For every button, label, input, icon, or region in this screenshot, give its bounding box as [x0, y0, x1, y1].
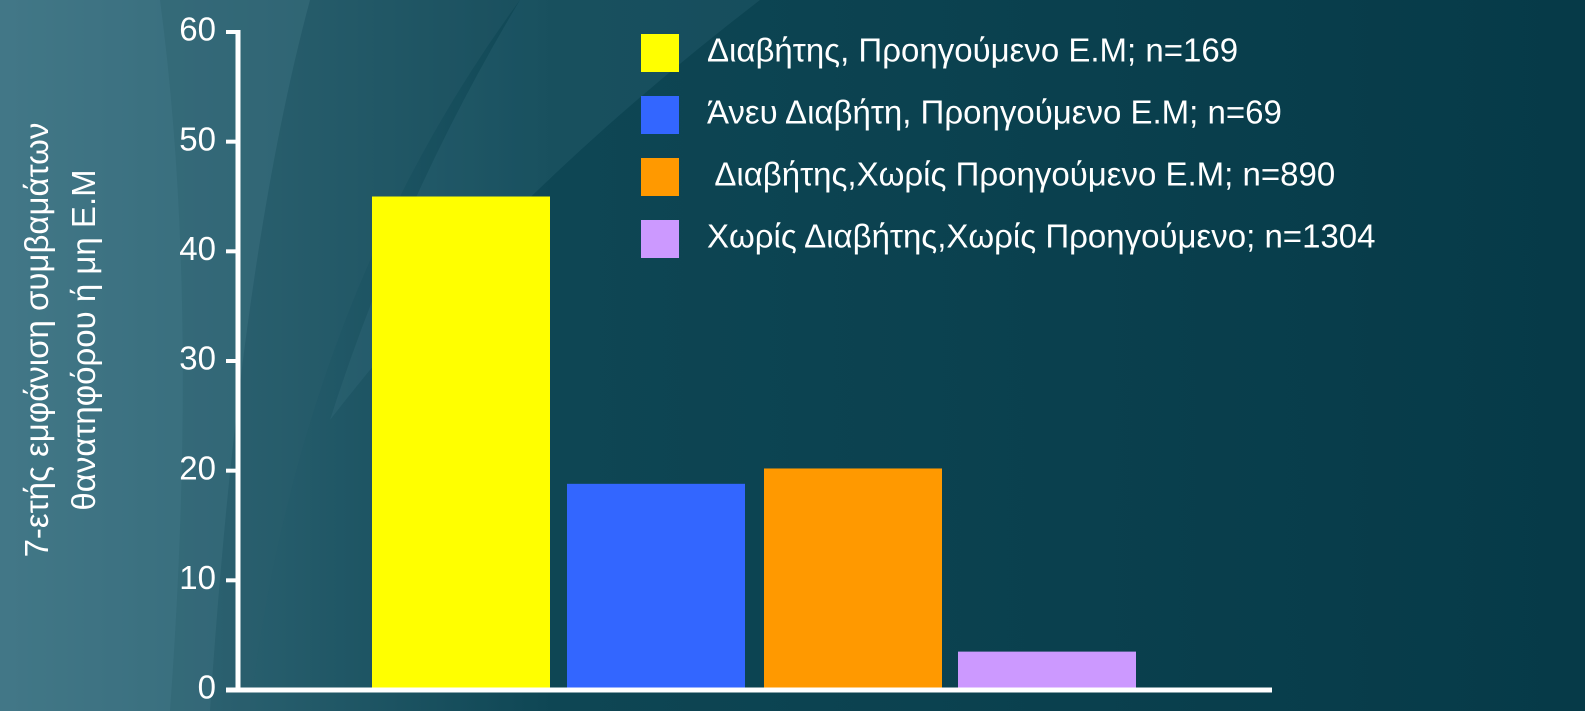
legend-item: Διαβήτης,Χωρίς Προηγούμενο Ε.Μ; n=890: [641, 156, 1335, 196]
y-tick-label: 10: [179, 559, 216, 596]
bar: [567, 483, 745, 690]
legend-swatch: [641, 220, 679, 258]
legend-label: Διαβήτης, Προηγούμενο Ε.Μ; n=169: [707, 32, 1238, 69]
legend-item: Χωρίς Διαβήτης,Χωρίς Προηγούμενο; n=1304: [641, 218, 1376, 258]
legend-label: Άνευ Διαβήτη, Προηγούμενο Ε.Μ; n=69: [707, 94, 1282, 131]
y-tick-label: 20: [179, 449, 216, 486]
y-tick-label: 50: [179, 120, 216, 157]
legend-label: Διαβήτης,Χωρίς Προηγούμενο Ε.Μ; n=890: [707, 156, 1335, 193]
y-tick-label: 40: [179, 230, 216, 267]
y-tick-label: 0: [198, 669, 216, 706]
legend-item: Διαβήτης, Προηγούμενο Ε.Μ; n=169: [641, 32, 1238, 72]
bar: [764, 468, 942, 690]
y-tick-label: 60: [179, 11, 216, 48]
y-tick-label: 30: [179, 340, 216, 377]
legend: Διαβήτης, Προηγούμενο Ε.Μ; n=169 Άνευ Δια…: [641, 32, 1376, 258]
y-axis: 0 10 20 30 40 50 60: [179, 11, 238, 706]
legend-swatch: [641, 96, 679, 134]
legend-item: Άνευ Διαβήτη, Προηγούμενο Ε.Μ; n=69: [641, 94, 1282, 134]
legend-label: Χωρίς Διαβήτης,Χωρίς Προηγούμενο; n=1304: [707, 218, 1376, 255]
bar-series: [372, 196, 1136, 690]
legend-swatch: [641, 34, 679, 72]
axes: [226, 30, 1272, 693]
y-axis-label-line-1: 7-ετής εμφάνιση συμβαμάτων: [18, 123, 55, 558]
legend-swatch: [641, 158, 679, 196]
y-axis-label-line-2: θανατηφόρου ή μη Ε.Μ: [65, 169, 102, 510]
bar: [958, 651, 1136, 690]
bar: [372, 196, 550, 690]
